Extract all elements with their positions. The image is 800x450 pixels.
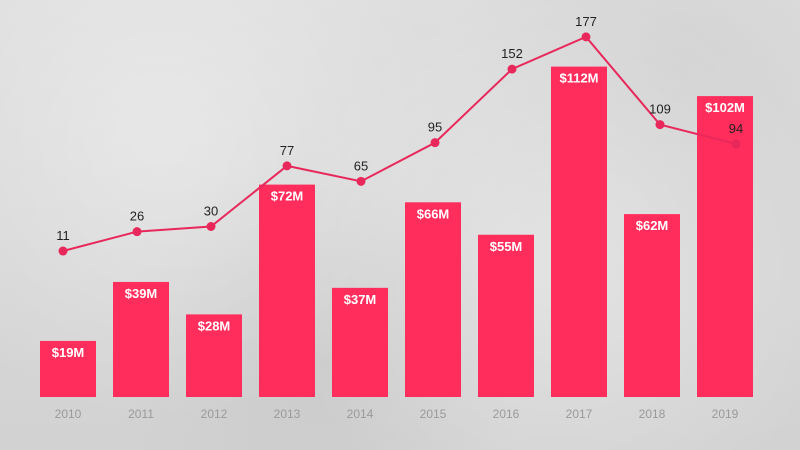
x-tick-2016: 2016 xyxy=(493,407,520,421)
line-label-2017: 177 xyxy=(575,14,597,29)
line-point-2019 xyxy=(731,139,741,149)
line-label-2012: 30 xyxy=(204,204,218,219)
bar-2013 xyxy=(259,184,315,397)
bar-2018 xyxy=(624,214,680,397)
line-label-2011: 26 xyxy=(130,209,144,224)
bar-label-2016: $55M xyxy=(490,239,523,254)
bar-label-2017: $112M xyxy=(559,71,598,86)
bar-label-2010: $19M xyxy=(52,345,85,360)
line-label-2018: 109 xyxy=(649,102,671,117)
line-point-2016 xyxy=(507,64,517,74)
bar-2016 xyxy=(478,234,534,397)
bar-2011 xyxy=(113,281,169,397)
line-label-2014: 65 xyxy=(354,158,368,173)
line-label-2016: 152 xyxy=(501,46,523,61)
bar-label-2011: $39M xyxy=(125,286,158,301)
line-point-2013 xyxy=(282,161,292,171)
line-point-2014 xyxy=(356,176,366,186)
bar-2014 xyxy=(332,287,388,397)
x-tick-2017: 2017 xyxy=(566,407,593,421)
x-axis-tick-labels: 2010 2011 2012 2013 2014 2015 2016 2017 2018 2019 xyxy=(55,407,739,421)
bar-2015 xyxy=(405,202,461,397)
line-point-2015 xyxy=(430,138,440,148)
bar-label-2013: $72M xyxy=(271,189,304,204)
line-label-2010: 11 xyxy=(56,228,70,243)
trend-line xyxy=(62,35,737,252)
line-series xyxy=(58,32,741,256)
bar-2010 xyxy=(40,340,96,397)
line-point-2017 xyxy=(581,32,591,42)
bar-label-2014: $37M xyxy=(344,292,377,307)
x-tick-2013: 2013 xyxy=(274,407,301,421)
bar-value-labels: $19M $39M $28M $72M $37M $66M $55M $112M $62M $10… xyxy=(52,71,745,360)
x-tick-2014: 2014 xyxy=(347,407,374,421)
line-label-2015: 95 xyxy=(428,120,442,135)
bar-label-2019: $102M xyxy=(705,100,745,115)
x-tick-2018: 2018 xyxy=(639,407,666,421)
bar-2017 xyxy=(551,66,607,397)
bar-series xyxy=(40,66,753,397)
bar-label-2015: $66M xyxy=(417,206,450,221)
line-value-labels: 11 26 30 77 65 95 152 177 109 94 xyxy=(56,14,743,243)
line-point-2012 xyxy=(206,222,216,231)
line-point-2010 xyxy=(58,246,68,256)
x-tick-2011: 2011 xyxy=(128,407,154,421)
x-tick-2010: 2010 xyxy=(55,407,82,421)
line-label-2019: 94 xyxy=(729,121,743,136)
x-tick-2015: 2015 xyxy=(420,407,447,421)
bar-2019 xyxy=(697,96,753,397)
line-point-2018 xyxy=(655,120,665,130)
line-point-2011 xyxy=(132,227,142,237)
bar-2012 xyxy=(186,314,242,397)
x-tick-2019: 2019 xyxy=(712,407,739,421)
x-tick-2012: 2012 xyxy=(201,407,228,421)
bar-label-2012: $28M xyxy=(198,318,231,333)
line-label-2013: 77 xyxy=(280,143,294,158)
bar-label-2018: $62M xyxy=(636,218,669,233)
